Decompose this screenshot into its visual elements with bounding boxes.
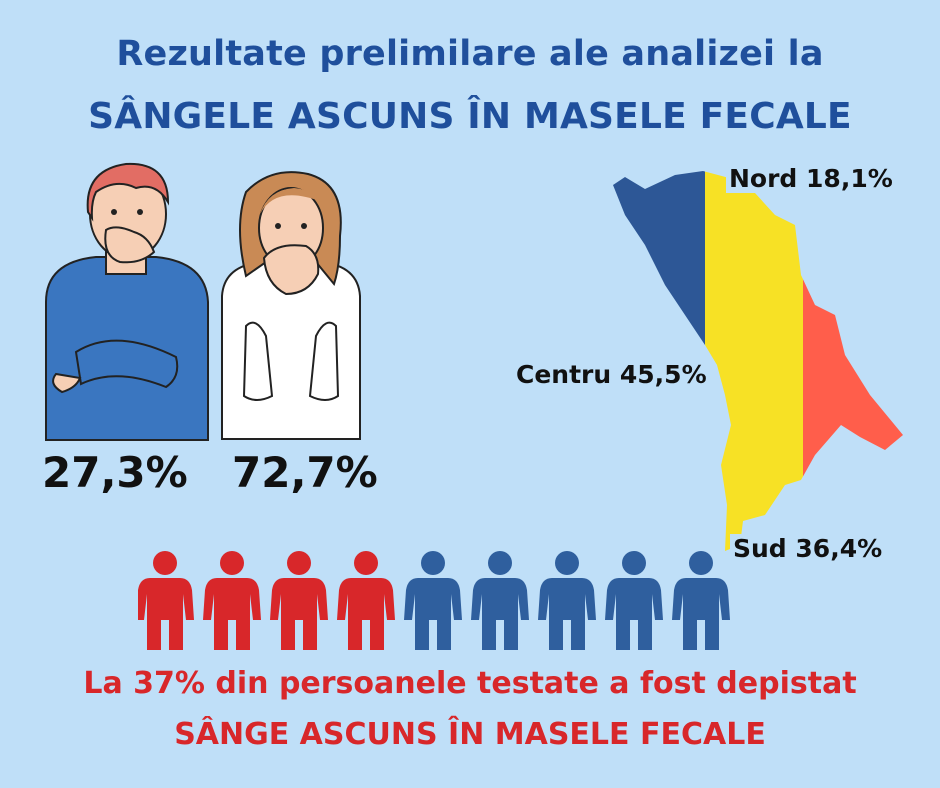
- person-icon: [404, 551, 462, 650]
- person-icons-row: [138, 551, 730, 650]
- region-label-nord: Nord 18,1%: [726, 164, 896, 193]
- person-icon: [471, 551, 529, 650]
- man-illustration: [45, 162, 209, 441]
- person-icon-positive: [337, 551, 395, 650]
- region-label-centru: Centru 45,5%: [513, 360, 710, 389]
- footer-line-2: SÂNGE ASCUNS ÎN MASELE FECALE: [174, 717, 766, 752]
- woman-illustration: [221, 171, 361, 440]
- women-percentage: 72,7%: [232, 448, 378, 497]
- person-icon: [538, 551, 596, 650]
- person-icon: [672, 551, 730, 650]
- region-label-sud: Sud 36,4%: [730, 534, 886, 563]
- region-centru-band: [705, 171, 803, 551]
- person-icon-positive: [138, 551, 194, 650]
- men-percentage: 27,3%: [42, 448, 188, 497]
- title-line-2: SÂNGELE ASCUNS ÎN MASELE FECALE: [88, 96, 852, 137]
- footer-line-1: La 37% din persoanele testate a fost dep…: [83, 666, 857, 701]
- person-icon-positive: [270, 551, 328, 650]
- title-line-1: Rezultate prelimilare ale analizei la: [116, 34, 824, 74]
- region-sud-band: [803, 171, 903, 551]
- person-icon: [605, 551, 663, 650]
- person-icon-positive: [203, 551, 261, 650]
